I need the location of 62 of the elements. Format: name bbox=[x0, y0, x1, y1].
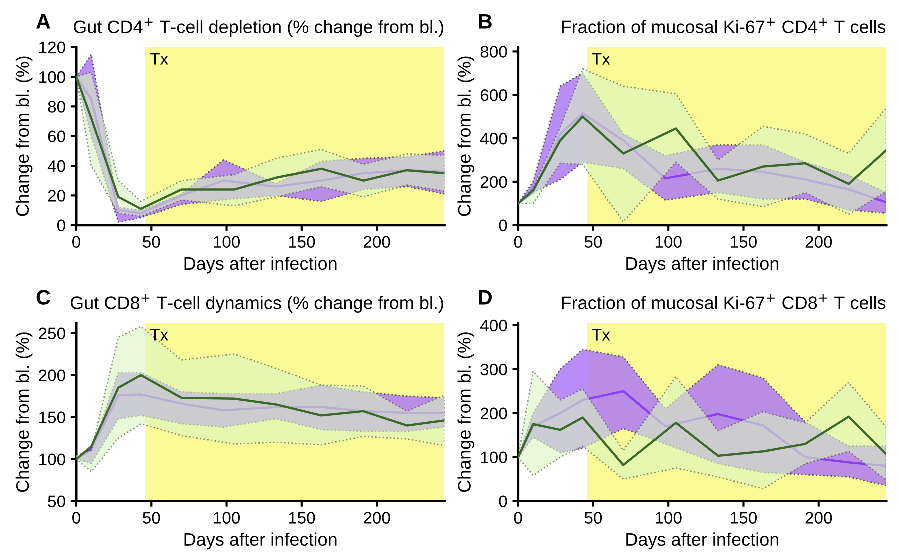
x-tick-label: 100 bbox=[656, 512, 682, 524]
x-tick-label: 50 bbox=[143, 512, 160, 524]
y-tick-label: 400 bbox=[480, 132, 508, 145]
x-axis-title: Days after infection bbox=[626, 256, 779, 274]
y-tick-label: 100 bbox=[40, 71, 66, 84]
x-axis-title: Days after infection bbox=[184, 532, 337, 550]
x-tick-label: 50 bbox=[584, 236, 602, 248]
x-tick-label: 200 bbox=[364, 236, 390, 248]
y-tick-label: 20 bbox=[48, 190, 66, 202]
x-tick-label: 100 bbox=[214, 512, 240, 524]
y-axis-title: Change from bl. (%) bbox=[16, 332, 33, 492]
y-tick-label: 800 bbox=[480, 46, 508, 58]
y-tick-label: 100 bbox=[40, 454, 66, 466]
y-tick-label: 100 bbox=[481, 452, 508, 464]
x-axis-title: Days after infection bbox=[626, 532, 779, 550]
band-label: Tx bbox=[592, 329, 610, 341]
y-tick-label: 150 bbox=[40, 412, 66, 424]
y-tick-label: 250 bbox=[39, 328, 66, 340]
x-tick-label: 0 bbox=[72, 236, 80, 248]
x-tick-label: 150 bbox=[731, 236, 757, 248]
y-tick-label: 0 bbox=[57, 220, 66, 232]
x-tick-label: 0 bbox=[514, 512, 522, 524]
x-tick-label: 150 bbox=[289, 236, 316, 248]
x-tick-label: 150 bbox=[289, 512, 316, 524]
x-tick-label: 100 bbox=[656, 236, 682, 248]
x-tick-label: 0 bbox=[72, 512, 80, 524]
band-label: Tx bbox=[150, 329, 168, 341]
y-tick-label: 200 bbox=[480, 408, 508, 420]
text: A bbox=[36, 14, 50, 29]
y-tick-label: 300 bbox=[480, 364, 508, 376]
y-axis-title: Change from bl. (%) bbox=[458, 56, 475, 216]
x-tick-label: 150 bbox=[731, 512, 757, 524]
y-tick-label: 80 bbox=[48, 101, 66, 113]
y-tick-label: 0 bbox=[499, 496, 508, 508]
y-tick-label: 60 bbox=[48, 130, 66, 143]
text: D bbox=[479, 290, 492, 305]
y-tick-label: 600 bbox=[480, 90, 508, 102]
band-label: Tx bbox=[150, 53, 168, 65]
y-tick-label: 0 bbox=[499, 220, 508, 232]
band-label: Tx bbox=[592, 53, 610, 65]
chart-title: Gut CD8$^{+}$ T-cell dynamics (% change from bl.) bbox=[70, 294, 444, 313]
text: C bbox=[36, 290, 50, 305]
x-tick-label: 0 bbox=[514, 236, 522, 248]
y-tick-label: 400 bbox=[480, 320, 508, 332]
x-tick-label: 50 bbox=[584, 512, 602, 524]
x-tick-label: 200 bbox=[806, 236, 832, 248]
y-axis-title: Change from bl. (%) bbox=[458, 332, 475, 492]
y-tick-label: 120 bbox=[40, 42, 66, 54]
chart-title: Fraction of mucosal Ki-67$^{+}$ CD4$^{+}$ T cells bbox=[562, 18, 886, 34]
x-tick-label: 200 bbox=[364, 512, 390, 524]
x-tick-label: 200 bbox=[806, 512, 832, 524]
chart-title: Fraction of mucosal Ki-67$^{+}$ CD8$^{+}$ T cells bbox=[562, 294, 886, 310]
y-tick-label: 40 bbox=[48, 160, 66, 172]
y-tick-label: 200 bbox=[39, 370, 66, 382]
y-axis-title: Change from bl. (%) bbox=[16, 56, 33, 216]
x-tick-label: 50 bbox=[143, 236, 160, 248]
y-tick-label: 50 bbox=[48, 496, 66, 508]
x-axis-title: Days after infection bbox=[184, 256, 337, 274]
x-tick-label: 100 bbox=[214, 236, 240, 248]
chart-title: Gut CD4$^{+}$ T-cell depletion (% change from bl.) bbox=[74, 18, 444, 38]
y-tick-label: 200 bbox=[480, 176, 508, 188]
text: B bbox=[479, 14, 492, 29]
